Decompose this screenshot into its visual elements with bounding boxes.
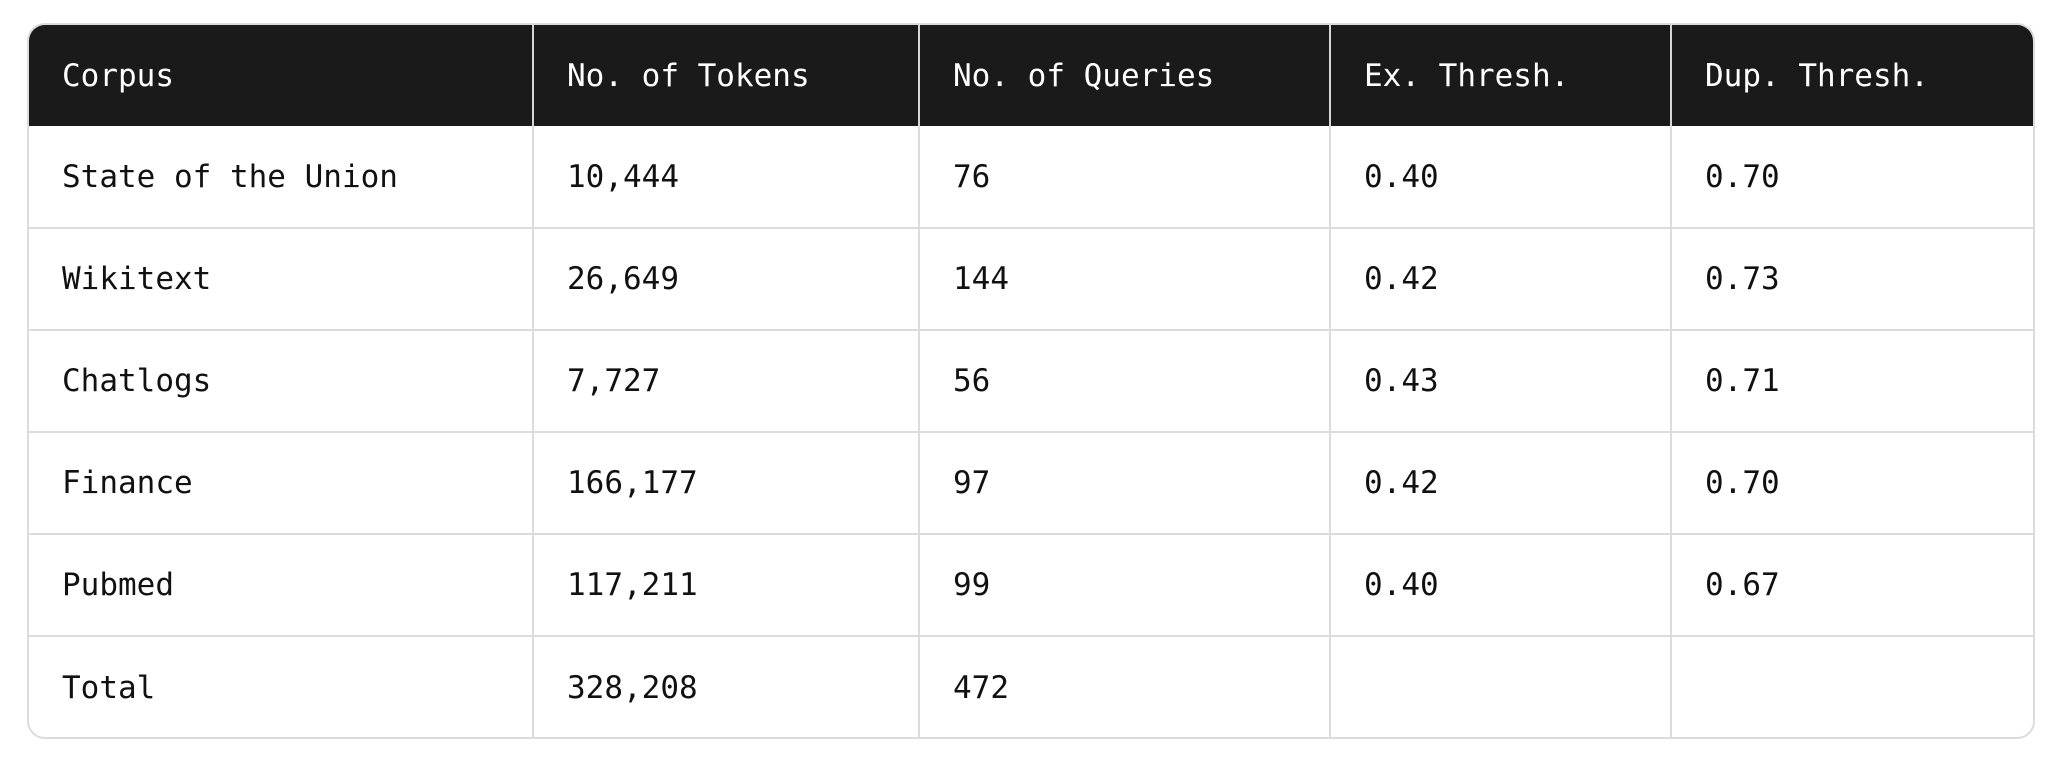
data-table-container: Corpus No. of Tokens No. of Queries Ex. … (27, 23, 2035, 739)
table-header: Corpus No. of Tokens No. of Queries Ex. … (29, 25, 2033, 126)
cell-queries: 99 (919, 534, 1331, 636)
cell-tokens: 10,444 (533, 126, 920, 228)
cell-dup-thresh: 0.67 (1705, 567, 1780, 603)
table-row: State of the Union 10,444 76 0.40 0.70 (29, 126, 2033, 228)
corpus-statistics-table: Corpus No. of Tokens No. of Queries Ex. … (29, 25, 2033, 737)
cell-dup-thresh (1671, 636, 2033, 737)
cell-tokens: 26,649 (533, 228, 920, 330)
cell-ex-thresh: 0.42 (1330, 432, 1672, 534)
cell-dup-thresh: 0.70 (1705, 465, 1780, 501)
header-num-queries: No. of Queries (919, 25, 1331, 126)
table-row: Wikitext 26,649 144 0.42 0.73 (29, 228, 2033, 330)
cell-tokens: 328,208 (533, 636, 920, 737)
cell-corpus: Pubmed (29, 534, 534, 636)
header-corpus: Corpus (29, 25, 534, 126)
cell-queries: 97 (919, 432, 1331, 534)
cell-ex-thresh: 0.42 (1330, 228, 1672, 330)
cell-dup-thresh: 0.71 (1705, 363, 1780, 399)
cell-dup-thresh: 0.70 (1705, 158, 1780, 195)
cell-tokens: 7,727 (533, 330, 920, 432)
cell-corpus: Finance (29, 432, 534, 534)
cell-tokens: 166,177 (533, 432, 920, 534)
cell-queries: 76 (919, 126, 1331, 228)
cell-queries: 144 (919, 228, 1331, 330)
header-num-tokens: No. of Tokens (533, 25, 920, 126)
cell-queries: 56 (919, 330, 1331, 432)
cell-ex-thresh: 0.40 (1330, 126, 1672, 228)
table-row: Chatlogs 7,727 56 0.43 0.71 (29, 330, 2033, 432)
cell-queries: 472 (919, 636, 1331, 737)
cell-ex-thresh: 0.40 (1330, 534, 1672, 636)
cell-corpus: Wikitext (29, 228, 534, 330)
cell-corpus: Total (29, 636, 534, 737)
cell-dup-thresh: 0.73 (1705, 261, 1780, 297)
table-row-total: Total 328,208 472 (29, 636, 2033, 737)
header-dup-thresh: Dup. Thresh. (1705, 57, 1929, 94)
cell-tokens: 117,211 (533, 534, 920, 636)
cell-corpus: Chatlogs (29, 330, 534, 432)
header-ex-thresh: Ex. Thresh. (1330, 25, 1672, 126)
cell-ex-thresh (1330, 636, 1672, 737)
header-row: Corpus No. of Tokens No. of Queries Ex. … (29, 25, 2033, 126)
table-body: State of the Union 10,444 76 0.40 0.70 W… (29, 126, 2033, 737)
table-row: Finance 166,177 97 0.42 0.70 (29, 432, 2033, 534)
cell-ex-thresh: 0.43 (1330, 330, 1672, 432)
cell-corpus: State of the Union (29, 126, 534, 228)
table-row: Pubmed 117,211 99 0.40 0.67 (29, 534, 2033, 636)
